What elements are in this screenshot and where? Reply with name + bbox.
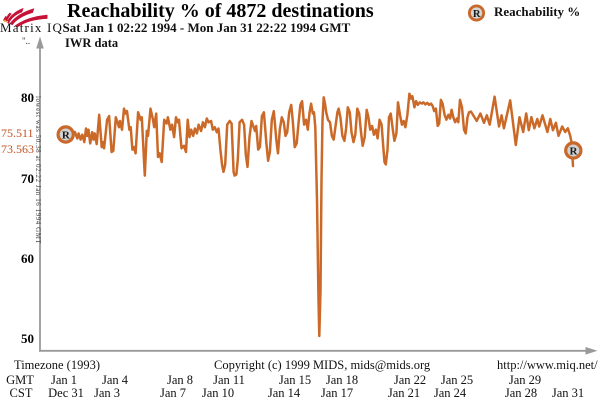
svg-text:R: R	[570, 146, 579, 158]
svg-text:R: R	[62, 130, 71, 142]
svg-text:R: R	[473, 9, 481, 20]
